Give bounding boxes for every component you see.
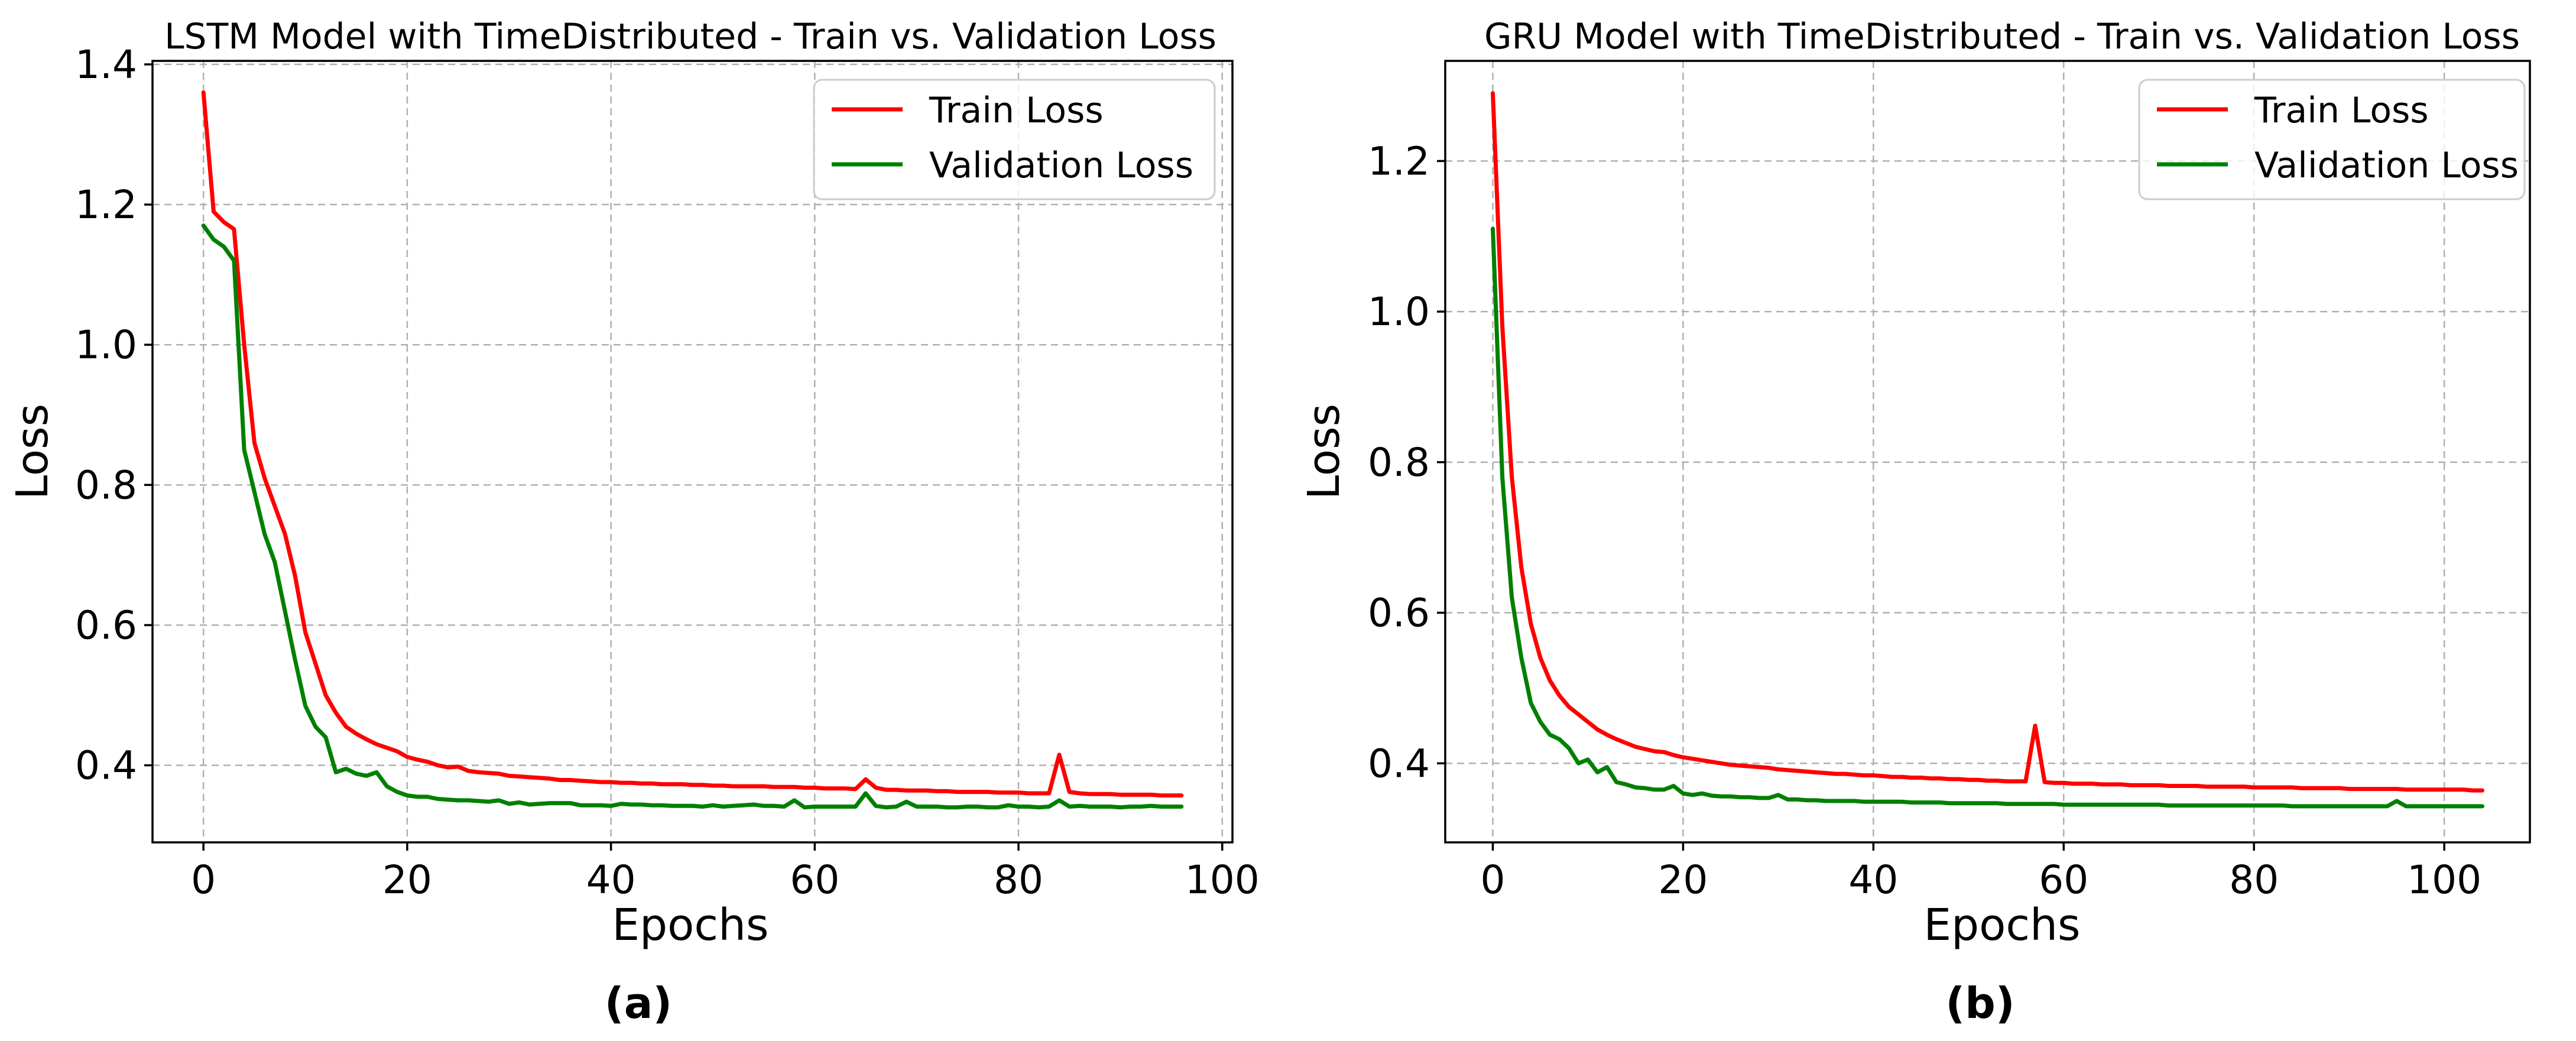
- legend-box: [2138, 79, 2526, 200]
- y-tick-label: 1.0: [75, 322, 137, 368]
- y-axis-label: Loss: [1299, 404, 1349, 500]
- y-tick-label: 0.4: [75, 743, 137, 789]
- train-loss-line: [201, 90, 1184, 798]
- x-tick-label: 60: [2039, 857, 2088, 903]
- legend-label-validation: Validation Loss: [2254, 145, 2519, 186]
- legend: Train Loss Validation Loss: [813, 79, 1216, 200]
- x-tick-label: 100: [1185, 857, 1260, 903]
- y-axis-label: Loss: [7, 404, 58, 500]
- y-tick-label: 0.6: [75, 602, 137, 648]
- series-lines: [201, 90, 1184, 810]
- x-tick-label: 40: [1848, 857, 1898, 903]
- x-axis-label: Epochs: [1923, 900, 2080, 951]
- plot-frame: [1444, 60, 2531, 844]
- chart-title: LSTM Model with TimeDistributed - Train …: [164, 16, 1216, 57]
- validation-loss-line: [201, 223, 1184, 810]
- legend: Train Loss Validation Loss: [2138, 79, 2526, 200]
- chart-title: GRU Model with TimeDistributed - Train v…: [1484, 16, 2520, 57]
- axis-ticks: 0 20 40 60 80 100 0.4 0.6 0.8 1.0 1.2: [1368, 138, 2481, 903]
- series-lines: [1491, 91, 2484, 809]
- y-tick-label: 0.6: [1368, 591, 1430, 636]
- x-tick-label: 80: [2229, 857, 2279, 903]
- x-tick-label: 60: [790, 857, 839, 903]
- x-tick-label: 40: [586, 857, 636, 903]
- y-tick-label: 0.8: [1368, 440, 1430, 485]
- x-tick-label: 20: [382, 857, 432, 903]
- x-tick-label: 80: [994, 857, 1043, 903]
- lstm-loss-chart: LSTM Model with TimeDistributed - Train …: [7, 16, 1260, 1028]
- y-tick-label: 1.4: [75, 42, 137, 87]
- legend-box: [813, 79, 1216, 200]
- x-tick-label: 0: [191, 857, 216, 903]
- x-tick-label: 20: [1658, 857, 1708, 903]
- axis-ticks: 0 20 40 60 80 100 0.4 0.6 0.8 1.0 1.2 1.4: [75, 42, 1260, 903]
- y-tick-label: 0.4: [1368, 741, 1430, 786]
- gru-loss-chart: GRU Model with TimeDistributed - Train v…: [1299, 16, 2531, 1028]
- y-tick-label: 1.2: [75, 182, 137, 228]
- train-loss-line: [1491, 91, 2484, 793]
- legend-label-validation: Validation Loss: [929, 145, 1193, 186]
- panel-label: (a): [605, 978, 672, 1028]
- x-axis-label: Epochs: [612, 900, 768, 951]
- y-tick-label: 1.2: [1368, 138, 1430, 184]
- x-tick-label: 100: [2407, 857, 2481, 903]
- legend-label-train: Train Loss: [929, 90, 1104, 131]
- legend-label-train: Train Loss: [2254, 90, 2429, 131]
- x-tick-label: 0: [1480, 857, 1505, 903]
- validation-loss-line: [1491, 226, 2484, 809]
- y-tick-label: 1.0: [1368, 289, 1430, 335]
- y-tick-label: 0.8: [75, 462, 137, 508]
- panel-label: (b): [1945, 978, 2014, 1028]
- plot-frame: [151, 60, 1234, 844]
